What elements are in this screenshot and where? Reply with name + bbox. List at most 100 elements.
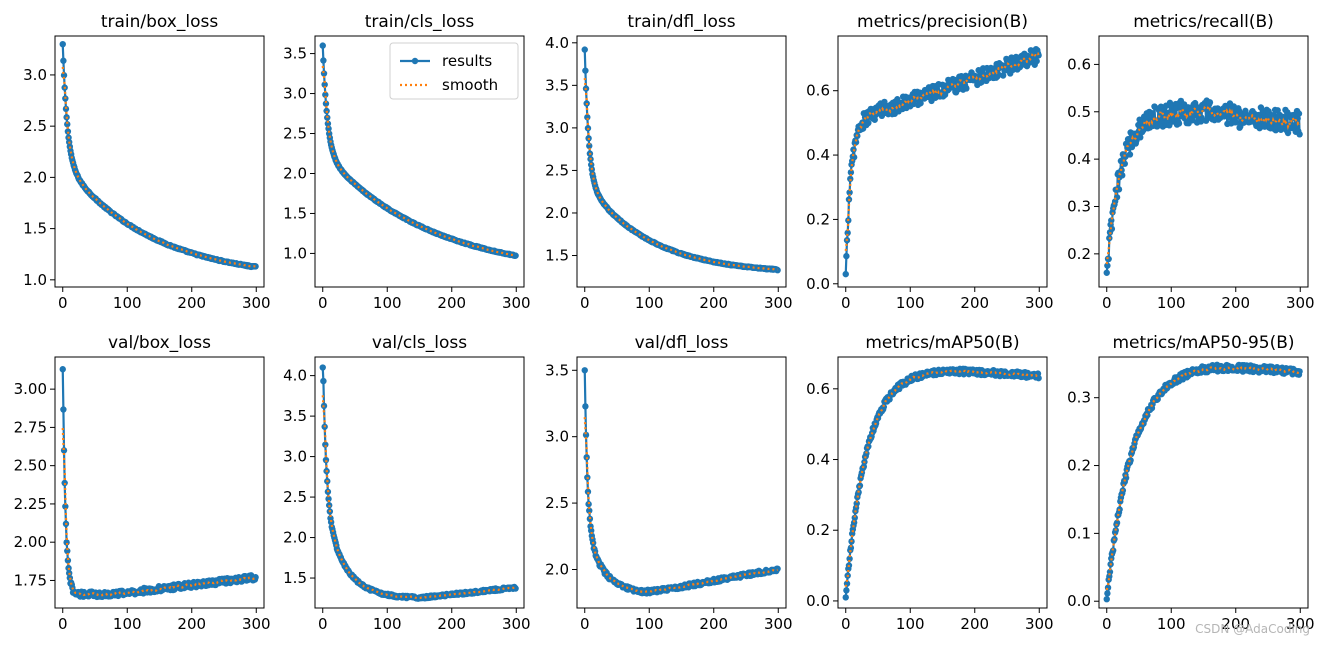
results-point [327,518,335,526]
plot-area [581,367,781,597]
results-point [1206,99,1214,106]
y-tick-label: 2.5 [545,161,569,179]
results-point [999,72,1007,79]
y-tick-label: 1.75 [14,571,47,589]
y-tick-label: 2.0 [23,168,47,186]
y-tick-label: 3.0 [283,448,307,466]
axes-frame [54,35,265,288]
x-tick-label: 300 [242,294,271,312]
subplot-title: metrics/recall(B) [1133,12,1274,32]
x-tick-label: 100 [1157,294,1186,312]
results-point [319,42,326,49]
results-point [1103,595,1110,603]
x-tick-label: 0 [841,294,851,312]
results-point [584,488,592,495]
results-point [847,169,855,176]
y-tick-label: 2.75 [14,418,47,436]
x-tick-label: 100 [896,615,925,633]
axes-frame [314,356,525,609]
results-point [847,175,854,183]
x-tick-label: 100 [1157,615,1186,633]
y-tick-label: 3.00 [14,380,47,398]
x-tick-label: 200 [177,294,206,312]
y-tick-label: 1.0 [23,271,47,289]
results-point [62,105,70,113]
results-point [853,500,860,507]
results-point [586,142,593,150]
y-tick-label: 2.00 [14,533,47,551]
subplot-metrics-recall-b: metrics/recall(B) 0 100 200 300 0.2 0.3 0.4 0.5 0… [1067,12,1314,312]
results-point [1115,186,1123,193]
x-tick-label: 0 [58,294,68,312]
series-smooth-line [844,368,1040,587]
results-point [321,81,328,88]
x-tick-label: 200 [437,615,466,633]
legend-results-label: results [442,52,492,70]
results-point [512,252,519,259]
subplot-title: val/cls_loss [372,333,467,353]
x-tick-label: 300 [1286,615,1315,633]
x-tick-label: 200 [699,615,728,633]
results-point [1148,110,1156,117]
y-tick-label: 2.5 [545,494,569,512]
results-point [774,266,781,274]
x-tick-label: 300 [502,615,531,633]
series-results-line [583,370,779,595]
y-tick-label: 3.0 [545,119,569,137]
subplot-metrics-precision-b: metrics/precision(B) 0 100 200 300 0.0 0.2 0.4 0… [806,12,1053,312]
results-point [852,139,860,146]
results-point [842,594,849,601]
series-smooth-line [61,66,256,268]
series-results-line [321,367,517,600]
y-tick-label: 0.0 [806,275,830,293]
x-tick-label: 100 [113,294,142,312]
axes-frame [576,356,787,609]
y-tick-label: 0.2 [1067,245,1091,263]
series-results-line [61,369,257,598]
results-point [64,121,71,128]
y-tick-label: 0.0 [1067,592,1091,610]
results-point [1232,118,1239,126]
results-point [1175,120,1183,127]
x-tick-label: 0 [1102,615,1112,633]
y-tick-label: 2.25 [14,495,47,513]
results-point [62,503,69,510]
plot-area [842,45,1042,278]
results-point [64,547,71,555]
series-results-line [61,44,257,268]
x-tick-label: 100 [373,615,402,633]
results-point [1127,457,1134,464]
results-point [587,527,595,534]
subplot-title: val/dfl_loss [635,333,729,353]
x-tick-label: 0 [580,615,590,633]
results-point [846,189,853,196]
plot-area [59,366,259,601]
y-tick-label: 0.2 [806,210,830,228]
y-tick-label: 2.0 [545,204,569,222]
x-tick-label: 200 [699,294,728,312]
results-point [322,441,329,448]
results-point [581,46,588,53]
results-point [1279,113,1286,120]
x-tick-label: 200 [1221,294,1250,312]
plot-area [319,42,519,259]
axes-frame [837,35,1048,288]
subplot-title: metrics/precision(B) [857,12,1028,32]
results-point [1104,262,1111,269]
y-tick-label: 2.5 [23,117,47,135]
axes-frame [314,35,525,288]
x-tick-label: 200 [960,294,989,312]
results-point [252,263,259,270]
x-tick-label: 300 [1025,615,1054,633]
x-tick-label: 300 [764,294,793,312]
y-tick-label: 0.3 [1067,197,1091,215]
y-tick-label: 0.6 [1067,55,1091,73]
results-point [843,252,850,260]
y-tick-label: 1.5 [283,569,307,587]
y-tick-label: 3.5 [545,361,569,379]
results-point [917,100,924,107]
plot-area [59,41,259,271]
y-tick-label: 2.0 [283,529,307,547]
y-tick-label: 0.3 [1067,389,1091,407]
y-tick-label: 2.0 [545,560,569,578]
